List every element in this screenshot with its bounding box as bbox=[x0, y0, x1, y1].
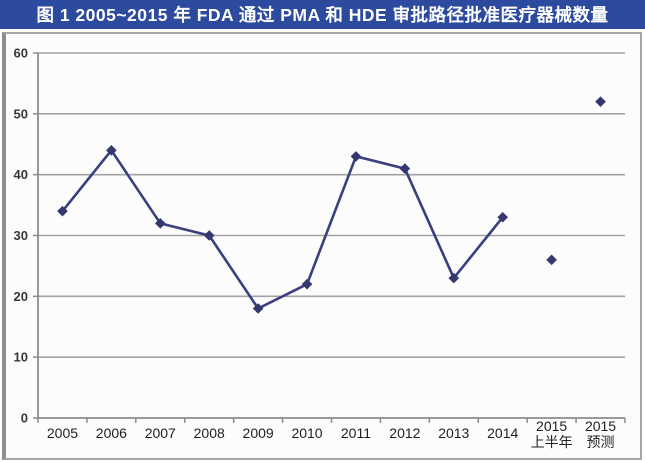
x-tick-label-line: 2010 bbox=[291, 425, 322, 441]
y-tick-label: 50 bbox=[14, 106, 28, 121]
x-tick-label: 2011 bbox=[341, 425, 371, 441]
data-point-marker bbox=[301, 278, 313, 290]
y-tick-label: 60 bbox=[14, 46, 28, 61]
x-tick-label: 2006 bbox=[96, 425, 127, 441]
x-tick-label-line: 2014 bbox=[487, 425, 518, 441]
x-tick-label: 2009 bbox=[243, 425, 274, 441]
x-tick-label-line: 2008 bbox=[194, 425, 225, 441]
data-point-marker bbox=[154, 218, 166, 229]
data-point-marker bbox=[350, 151, 362, 162]
x-tick-label: 2007 bbox=[145, 425, 176, 441]
x-tick-label: 2015 上半年 bbox=[531, 418, 573, 450]
data-point-marker bbox=[497, 211, 509, 223]
x-tick-label: 2008 bbox=[194, 425, 225, 441]
y-tick-label: 30 bbox=[14, 228, 28, 243]
data-line bbox=[61, 149, 505, 310]
x-tick-label: 2013 bbox=[438, 425, 469, 441]
x-tick-label-line: 2006 bbox=[96, 425, 127, 441]
x-tick-label-line: 2011 bbox=[341, 425, 371, 441]
x-tick-label: 2014 bbox=[487, 425, 518, 441]
x-tick-label: 2012 bbox=[389, 425, 420, 441]
chart-svg: 0 10 20 30 40 50 60 2005 2006 2007 2008 2009 2010 201… bbox=[14, 46, 626, 450]
x-tick-label-line: 2005 bbox=[47, 425, 78, 441]
x-tick-label-line: 预测 bbox=[587, 434, 615, 450]
x-tick-label-line: 上半年 bbox=[531, 434, 573, 450]
figure-title-bar: 图 1 2005~2015 年 FDA 通过 PMA 和 HDE 审批路径批准医… bbox=[0, 0, 645, 29]
data-point-marker bbox=[57, 205, 68, 217]
y-tick-label: 10 bbox=[14, 350, 28, 365]
y-tick-label: 20 bbox=[14, 289, 28, 304]
data-point-marker bbox=[448, 272, 460, 284]
x-tick-label-line: 2015 bbox=[585, 418, 616, 434]
data-point-marker bbox=[399, 163, 411, 174]
data-point-marker bbox=[595, 96, 606, 107]
x-tick-label: 2010 bbox=[291, 425, 322, 441]
y-tick-label: 0 bbox=[21, 411, 28, 426]
chart-frame: 0 10 20 30 40 50 60 2005 2006 2007 2008 2009 2010 201… bbox=[2, 32, 642, 460]
data-point-marker bbox=[546, 254, 557, 266]
x-tick-label-line: 2009 bbox=[243, 425, 274, 441]
figure-title: 图 1 2005~2015 年 FDA 通过 PMA 和 HDE 审批路径批准医… bbox=[36, 5, 609, 25]
x-tick-label: 2005 bbox=[47, 425, 78, 441]
x-tick-label: 2015 预测 bbox=[585, 418, 616, 450]
x-tick-label-line: 2013 bbox=[438, 425, 469, 441]
x-tick-label-line: 2012 bbox=[389, 425, 420, 441]
data-point-marker bbox=[106, 145, 117, 156]
x-tick-label-line: 2015 bbox=[536, 418, 567, 434]
y-tick-label: 40 bbox=[14, 167, 28, 182]
data-point-marker bbox=[203, 230, 215, 241]
x-tick-label-line: 2007 bbox=[145, 425, 176, 441]
data-point-marker bbox=[252, 303, 264, 314]
